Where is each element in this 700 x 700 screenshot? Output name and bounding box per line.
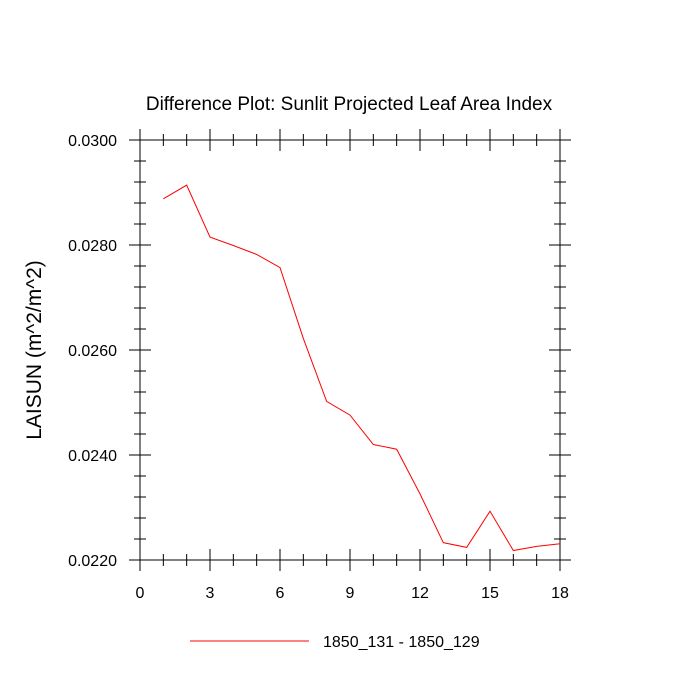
plot-frame	[139, 139, 561, 561]
y-tick-label: 0.0260	[68, 343, 117, 360]
y-tick-label: 0.0280	[68, 238, 117, 255]
series-layer	[163, 184, 561, 552]
x-tick-label: 18	[551, 585, 569, 602]
x-tick-label: 9	[346, 585, 355, 602]
tick-labels: 0 3 6 9 12 15 18 0.0220 0.0240 0.0260 0.0280 0.0300	[68, 133, 569, 602]
x-tick-label: 0	[136, 585, 145, 602]
legend-label: 1850_131 - 1850_129	[323, 634, 480, 651]
y-axis-label: LAISUN (m^2/m^2)	[23, 260, 46, 440]
y-tick-label: 0.0240	[68, 448, 117, 465]
legend: 1850_131 - 1850_129	[190, 634, 480, 651]
x-tick-label: 12	[411, 585, 429, 602]
x-tick-label: 6	[276, 585, 285, 602]
x-tick-label: 15	[481, 585, 499, 602]
chart-title: Difference Plot: Sunlit Projected Leaf A…	[146, 94, 553, 115]
y-tick-label: 0.0220	[68, 553, 117, 570]
series-line	[163, 184, 561, 552]
y-tick-label: 0.0300	[68, 133, 117, 150]
axis-ticks	[129, 129, 571, 571]
x-tick-label: 3	[206, 585, 215, 602]
